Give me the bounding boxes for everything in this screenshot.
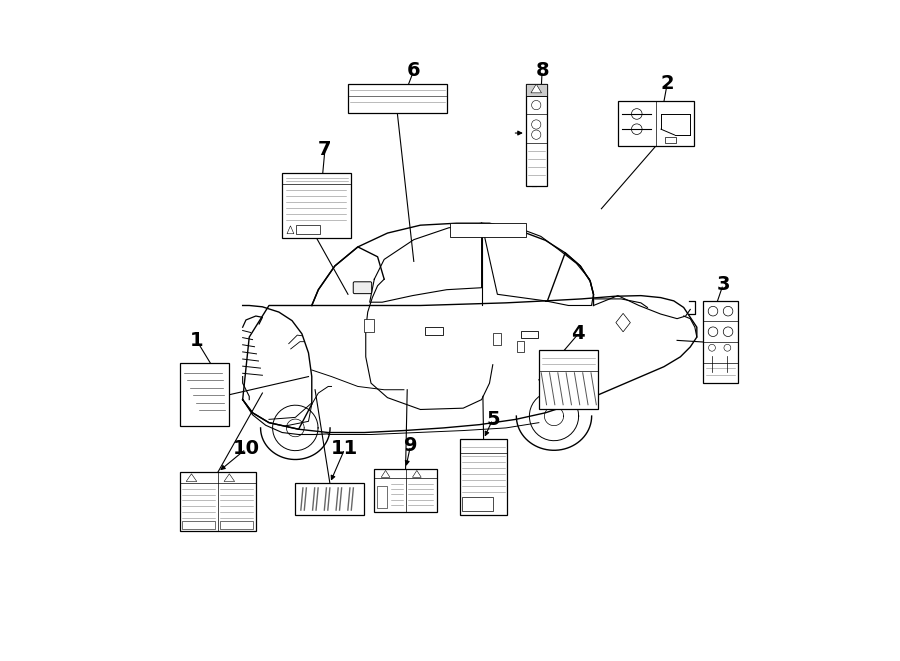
Bar <box>521 331 537 338</box>
Bar <box>450 223 526 237</box>
Text: 6: 6 <box>407 61 420 80</box>
Text: 9: 9 <box>404 436 418 455</box>
Polygon shape <box>531 84 542 93</box>
Bar <box>180 472 256 531</box>
Polygon shape <box>186 474 197 481</box>
Text: 11: 11 <box>331 440 358 459</box>
Text: 10: 10 <box>232 440 259 459</box>
Bar <box>377 486 387 508</box>
Bar <box>493 333 500 345</box>
Bar <box>526 84 547 186</box>
Bar <box>180 364 230 426</box>
Bar <box>296 225 320 235</box>
Bar <box>348 85 446 113</box>
Polygon shape <box>412 471 421 477</box>
Bar <box>665 137 676 143</box>
Text: 8: 8 <box>536 61 549 80</box>
Bar <box>617 101 694 146</box>
Bar <box>518 341 524 352</box>
Text: 5: 5 <box>486 410 500 429</box>
Bar <box>374 469 436 512</box>
Bar <box>425 327 444 335</box>
Bar <box>463 497 493 511</box>
Bar <box>295 483 364 515</box>
Text: 7: 7 <box>319 140 332 159</box>
Polygon shape <box>382 471 390 477</box>
Text: 4: 4 <box>572 325 585 343</box>
Bar <box>220 521 253 529</box>
Bar <box>460 439 508 515</box>
Text: 3: 3 <box>716 275 730 294</box>
Bar <box>183 521 215 529</box>
Text: 1: 1 <box>190 331 203 350</box>
Bar <box>283 173 351 239</box>
Bar <box>539 350 599 409</box>
FancyBboxPatch shape <box>353 282 372 293</box>
Bar <box>704 301 738 383</box>
Bar <box>526 84 547 96</box>
Text: 2: 2 <box>661 74 674 93</box>
Bar <box>364 319 374 332</box>
Polygon shape <box>224 474 235 481</box>
